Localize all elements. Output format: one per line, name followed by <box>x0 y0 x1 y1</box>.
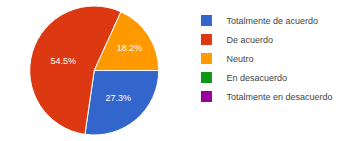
svg-text:27.3%: 27.3% <box>105 93 131 103</box>
svg-text:En desacuerdo: En desacuerdo <box>226 73 287 83</box>
svg-text:18.2%: 18.2% <box>117 43 143 53</box>
svg-text:Neutro: Neutro <box>226 54 253 64</box>
svg-text:Totalmente en desacuerdo: Totalmente en desacuerdo <box>226 92 332 102</box>
svg-text:De acuerdo: De acuerdo <box>226 35 273 45</box>
svg-text:54.5%: 54.5% <box>51 56 77 66</box>
svg-text:Totalmente de acuerdo: Totalmente de acuerdo <box>226 16 318 26</box>
